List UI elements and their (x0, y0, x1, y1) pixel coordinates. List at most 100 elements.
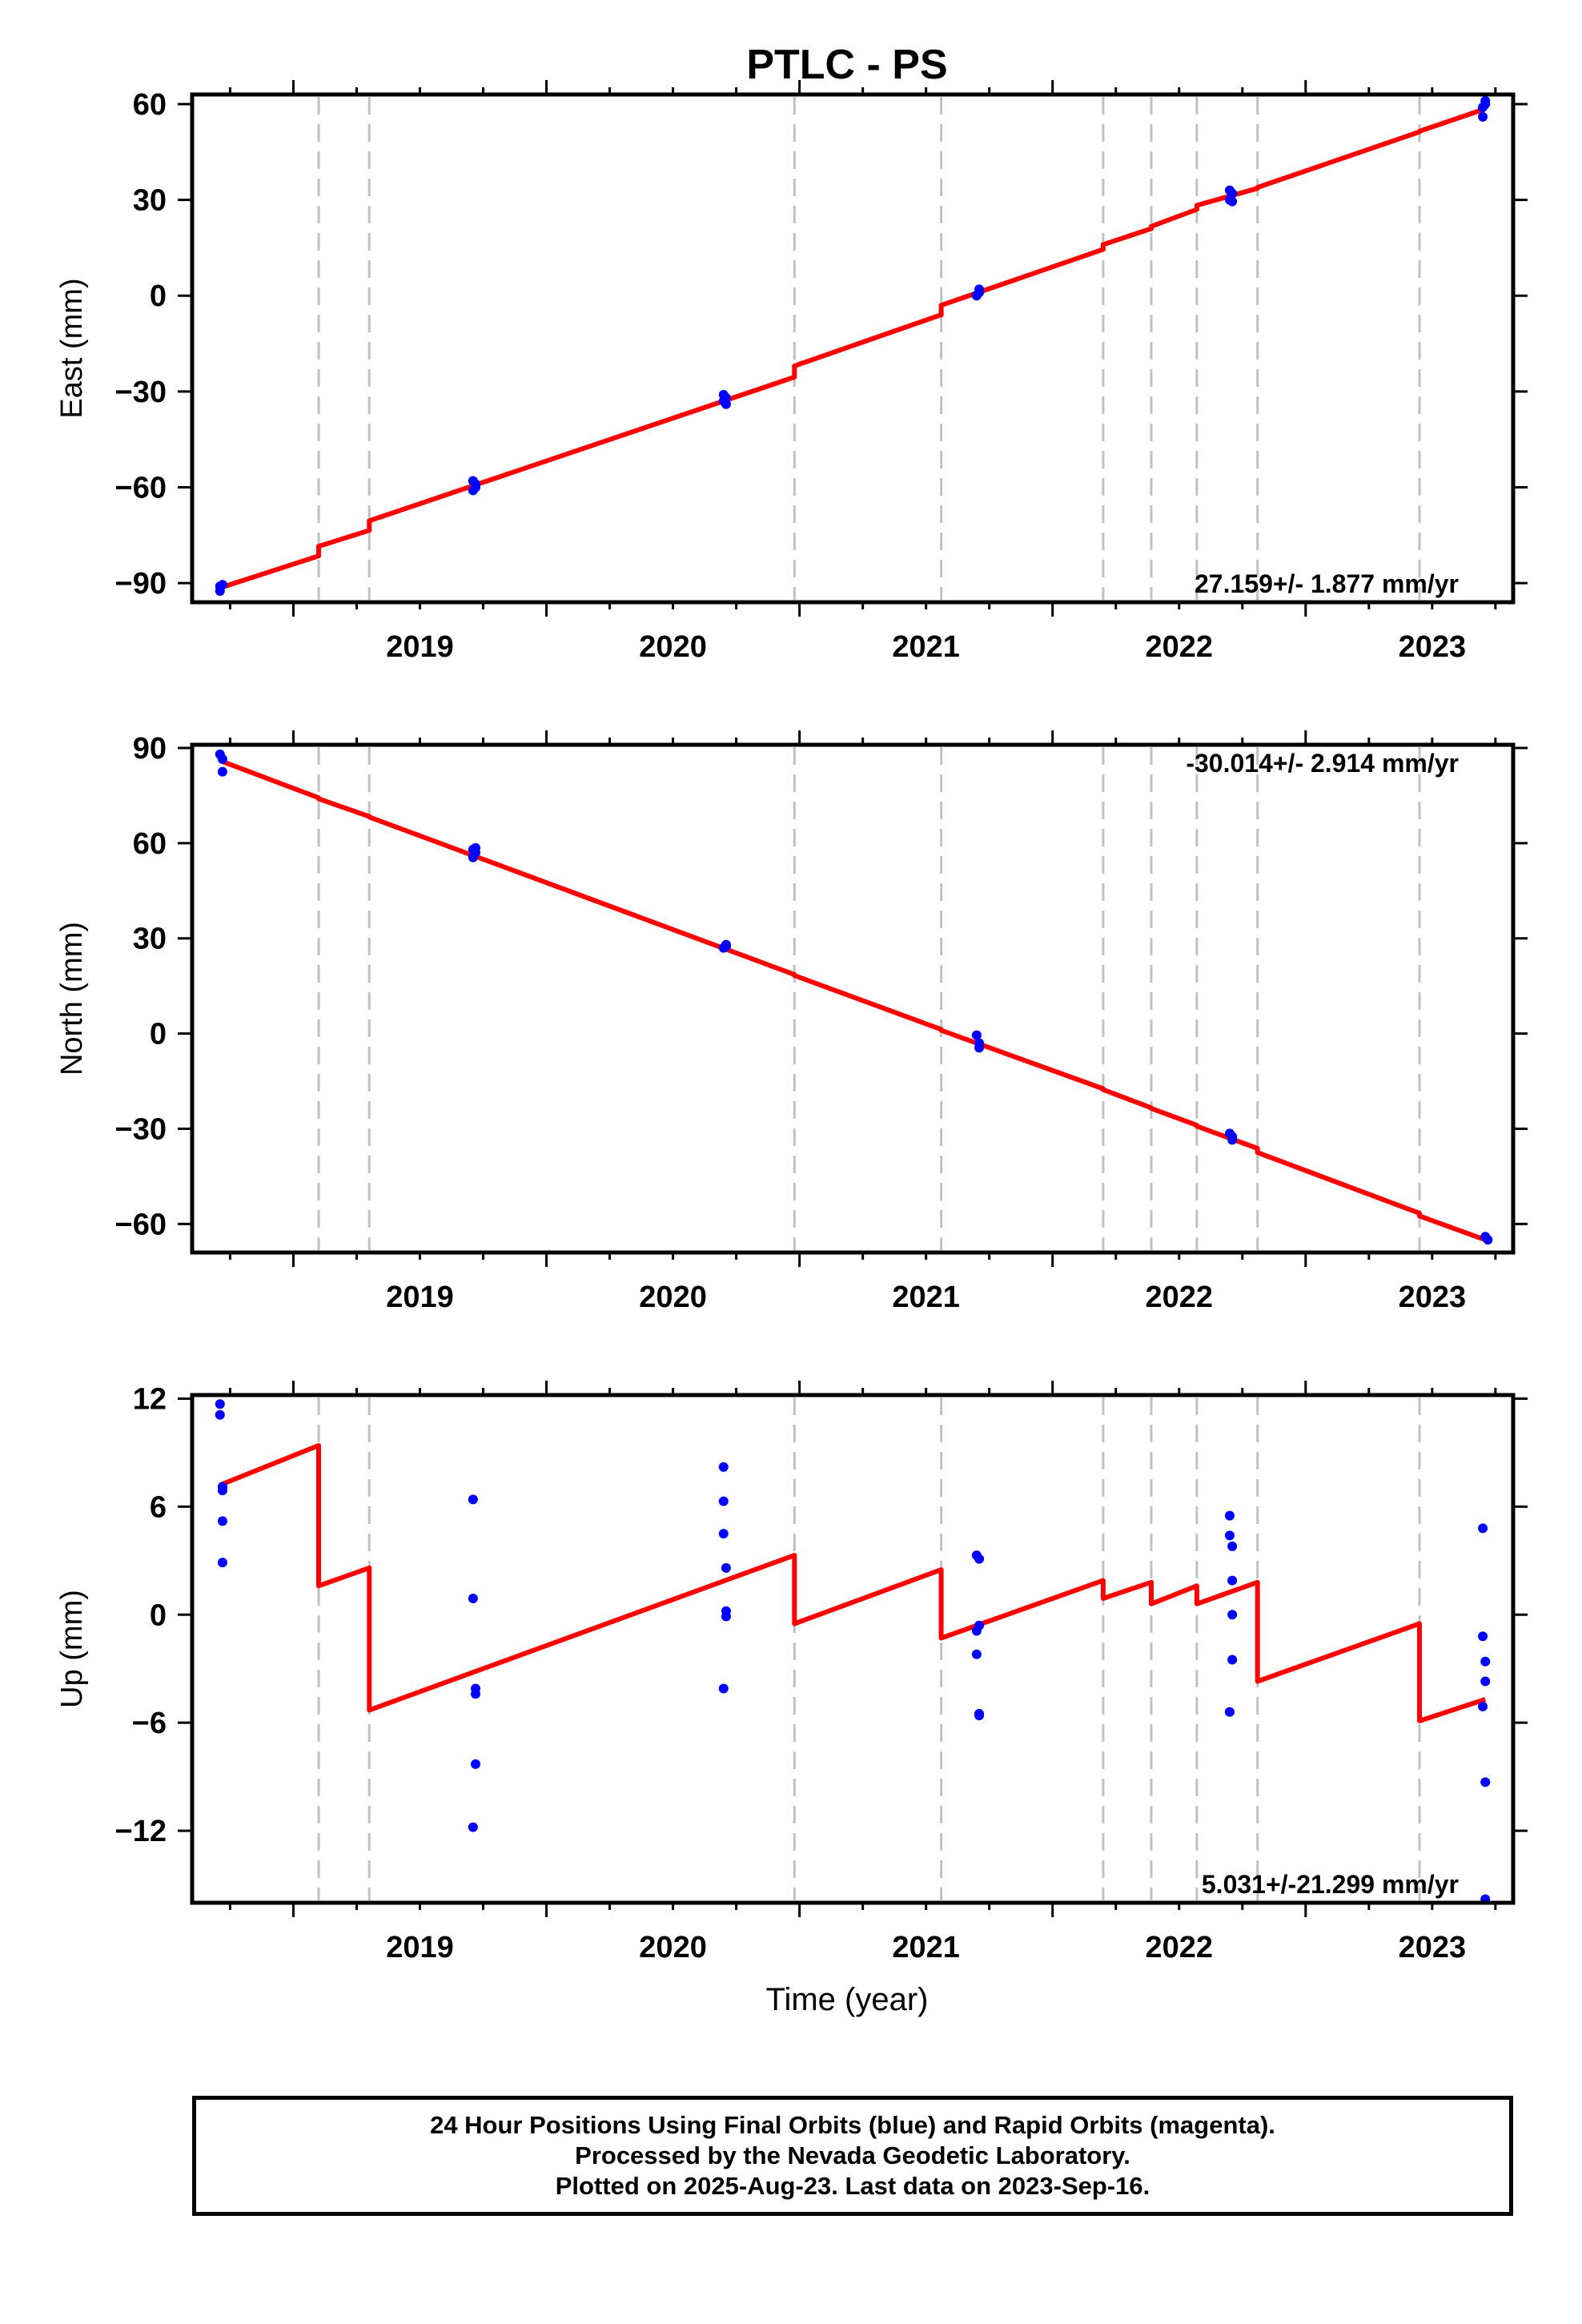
data-point (1227, 1132, 1238, 1142)
data-point (718, 1683, 729, 1694)
rate-label: -30.014+/- 2.914 mm/yr (1186, 749, 1459, 778)
panel-up: 2019 2020 2021 2022 2023 −12 −6 0 6 12 Up (mm) 5.03… (55, 1381, 1528, 1964)
data-point (721, 941, 731, 951)
data-point (1478, 1631, 1488, 1642)
x-tick-label: 2020 (639, 1931, 707, 1964)
y-tick-label: −12 (115, 1815, 167, 1848)
data-point (971, 1030, 982, 1040)
data-point (971, 1649, 982, 1659)
data-point (471, 479, 481, 489)
x-tick-label: 2021 (892, 1281, 960, 1314)
data-point (471, 1759, 481, 1769)
x-tick-label: 2019 (386, 630, 454, 664)
data-point (471, 1689, 481, 1699)
data-point (721, 1611, 731, 1622)
y-tick-label: −30 (115, 1112, 167, 1146)
caption-line-2: Processed by the Nevada Geodetic Laborat… (575, 2141, 1130, 2169)
data-point (1478, 1523, 1488, 1534)
y-tick-label: 12 (133, 1382, 167, 1416)
y-tick-label: −30 (115, 376, 167, 409)
panel-east: 2019 2020 2021 2022 2023 −90 −60 −30 0 30 60 East (… (55, 80, 1528, 664)
data-point (718, 1462, 729, 1472)
x-tick-label: 2023 (1399, 1931, 1467, 1964)
data-point (971, 1626, 982, 1636)
data-point (217, 1516, 227, 1526)
data-point (468, 1594, 478, 1604)
data-point (1224, 1510, 1235, 1521)
data-point (1478, 1701, 1488, 1711)
y-tick-label: 0 (150, 279, 167, 313)
y-tick-label: 60 (133, 827, 167, 861)
model-line (219, 758, 1487, 1243)
data-point (1227, 1575, 1238, 1586)
x-tick-label: 2022 (1145, 1931, 1213, 1964)
model-line (219, 107, 1487, 590)
data-point (1480, 1656, 1491, 1667)
panel-frame (190, 1393, 1516, 1905)
data-point (718, 1496, 729, 1506)
x-tick-label: 2022 (1145, 1281, 1213, 1314)
model-line (219, 1443, 1487, 1723)
data-point (468, 1494, 478, 1505)
x-tick-label: 2021 (892, 630, 960, 664)
data-point (1227, 1655, 1238, 1665)
y-axis-title: Up (mm) (55, 1590, 89, 1708)
data-point (718, 1529, 729, 1539)
y-tick-label: −60 (115, 471, 167, 505)
data-point (217, 1558, 227, 1568)
y-tick-label: 90 (133, 732, 167, 766)
x-axis-title: Time (year) (766, 1982, 929, 2017)
data-point (468, 1822, 478, 1832)
data-point (1480, 1777, 1491, 1787)
data-point (471, 847, 481, 858)
data-point (1224, 1530, 1235, 1541)
chart-title: PTLC - PS (746, 42, 947, 88)
x-tick-label: 2022 (1145, 630, 1213, 664)
data-point (1480, 1676, 1491, 1687)
y-tick-label: 0 (150, 1598, 167, 1632)
y-tick-label: 30 (133, 923, 167, 956)
rate-label: 27.159+/- 1.877 mm/yr (1195, 569, 1459, 598)
data-point (721, 392, 731, 403)
data-point (974, 1708, 985, 1719)
panel-frame (190, 92, 1516, 605)
data-point (1227, 196, 1238, 207)
x-tick-label: 2023 (1399, 630, 1467, 664)
x-tick-label: 2019 (386, 1931, 454, 1964)
caption-box: 24 Hour Positions Using Final Orbits (bl… (192, 2096, 1513, 2216)
y-tick-label: 60 (133, 88, 167, 122)
rate-label: 5.031+/-21.299 mm/yr (1202, 1870, 1459, 1899)
data-point (1480, 99, 1491, 109)
x-tick-label: 2020 (639, 1281, 707, 1314)
y-tick-label: −90 (115, 567, 167, 601)
y-axis-title: North (mm) (55, 922, 89, 1076)
y-tick-label: 30 (133, 184, 167, 218)
x-tick-label: 2020 (639, 630, 707, 664)
panel-north: 2019 2020 2021 2022 2023 −60 −30 0 30 60 90 North (… (55, 730, 1528, 1314)
y-axis-title: East (mm) (55, 278, 89, 418)
data-point (1224, 1707, 1235, 1717)
data-point (217, 754, 227, 764)
data-point (217, 766, 227, 777)
x-tick-label: 2023 (1399, 1281, 1467, 1314)
data-point (215, 1399, 225, 1409)
caption-line-3: Plotted on 2025-Aug-23. Last data on 202… (555, 2172, 1150, 2200)
data-point (217, 580, 227, 590)
data-point (217, 1486, 227, 1496)
y-tick-label: 6 (150, 1490, 167, 1524)
data-point (974, 284, 985, 295)
caption-line-1: 24 Hour Positions Using Final Orbits (bl… (430, 2111, 1275, 2139)
data-point (721, 1562, 731, 1573)
data-point (1478, 111, 1488, 122)
data-point (1227, 188, 1238, 199)
data-point (1483, 1235, 1493, 1245)
x-tick-label: 2021 (892, 1931, 960, 1964)
data-point (215, 1409, 225, 1420)
panel-frame (190, 742, 1516, 1255)
y-tick-label: 0 (150, 1018, 167, 1051)
data-point (974, 1554, 985, 1564)
data-point (974, 1043, 985, 1053)
y-tick-label: −6 (132, 1707, 167, 1740)
